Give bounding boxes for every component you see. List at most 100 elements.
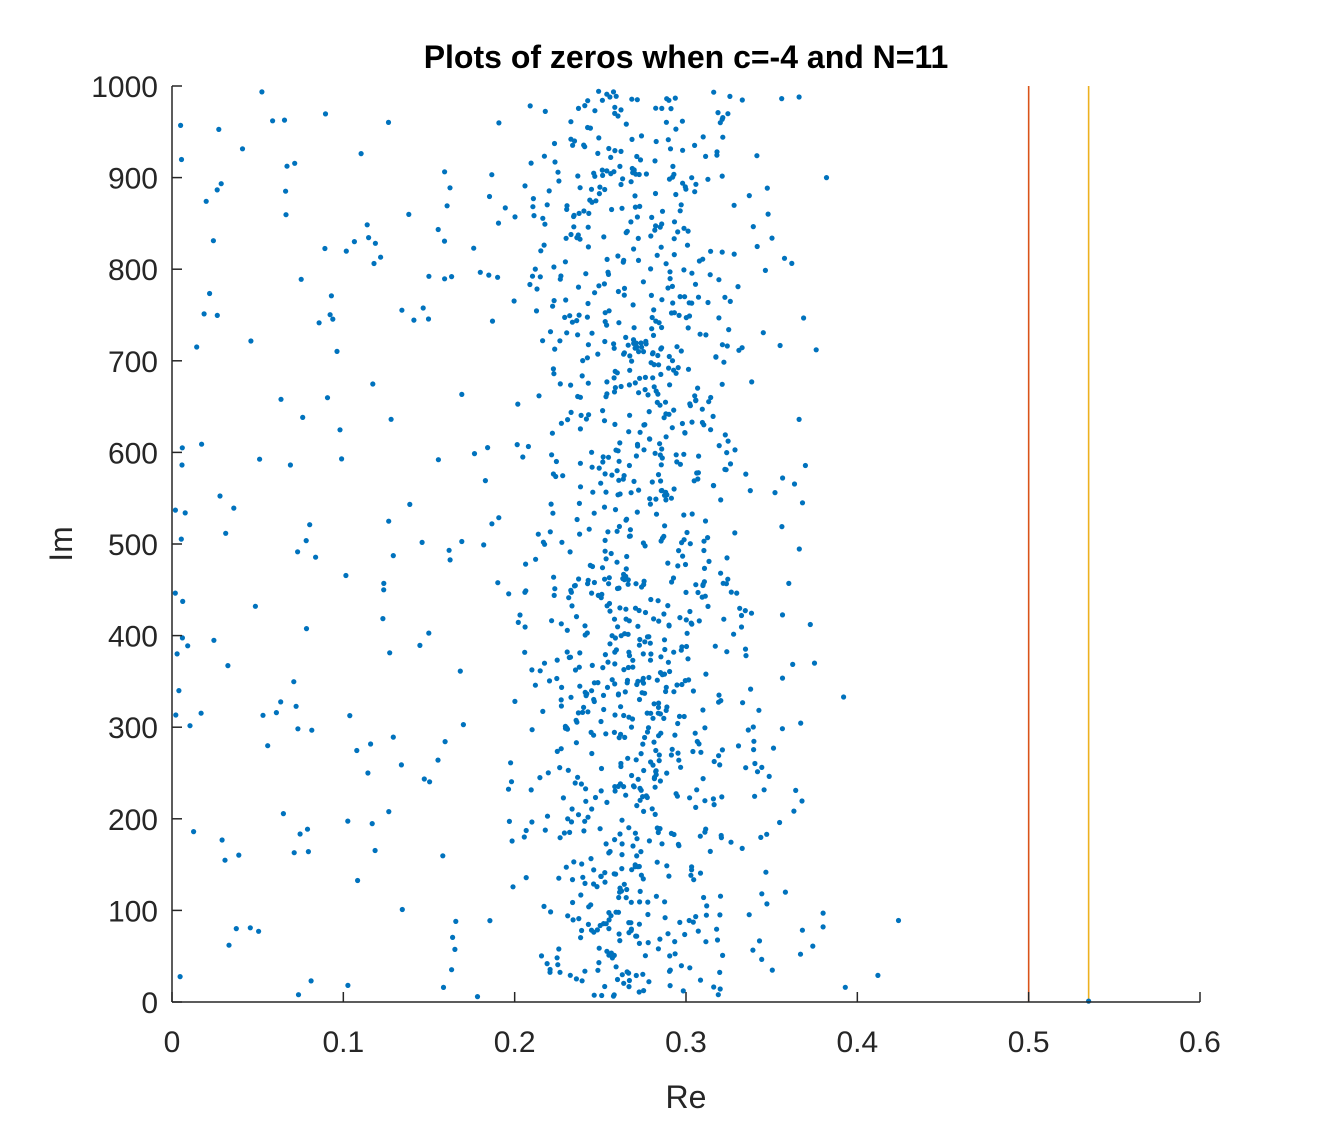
data-point bbox=[607, 608, 613, 614]
data-point bbox=[734, 590, 740, 596]
data-point bbox=[656, 618, 662, 624]
data-point bbox=[596, 191, 603, 197]
data-point bbox=[656, 700, 662, 706]
data-point bbox=[662, 646, 668, 653]
data-point bbox=[558, 273, 564, 279]
data-point bbox=[607, 94, 613, 100]
data-point bbox=[605, 454, 612, 460]
data-point bbox=[665, 137, 671, 143]
data-point bbox=[322, 245, 328, 252]
data-point bbox=[622, 734, 628, 741]
data-point bbox=[634, 853, 640, 859]
data-point bbox=[718, 570, 724, 576]
data-point bbox=[695, 385, 701, 391]
data-point bbox=[417, 642, 423, 649]
data-point bbox=[687, 965, 693, 971]
data-point bbox=[612, 148, 618, 154]
data-point bbox=[291, 679, 297, 685]
data-point bbox=[674, 344, 680, 350]
data-point bbox=[216, 126, 222, 132]
data-point bbox=[623, 792, 629, 798]
data-point bbox=[477, 269, 483, 275]
data-point bbox=[628, 490, 634, 496]
data-point bbox=[575, 812, 582, 818]
data-point bbox=[650, 332, 657, 338]
data-point bbox=[685, 325, 691, 331]
data-point bbox=[635, 776, 641, 782]
data-point bbox=[618, 181, 624, 188]
data-point bbox=[602, 310, 608, 316]
data-point bbox=[547, 529, 553, 535]
data-point bbox=[610, 89, 617, 95]
data-point bbox=[652, 190, 659, 197]
data-point bbox=[719, 381, 725, 387]
data-point bbox=[564, 203, 570, 209]
data-point bbox=[569, 603, 575, 609]
data-point bbox=[703, 671, 709, 677]
data-point bbox=[616, 477, 622, 483]
data-point bbox=[632, 193, 638, 199]
data-point bbox=[623, 121, 629, 127]
data-point bbox=[684, 529, 690, 536]
data-point bbox=[661, 492, 668, 498]
data-point bbox=[661, 637, 668, 643]
data-point bbox=[283, 188, 289, 194]
data-point bbox=[582, 818, 588, 824]
data-point bbox=[617, 885, 623, 891]
data-point bbox=[637, 429, 643, 435]
data-point bbox=[699, 406, 705, 412]
data-point bbox=[627, 367, 633, 373]
data-point bbox=[626, 429, 632, 435]
data-point bbox=[790, 661, 796, 668]
data-point bbox=[398, 762, 404, 768]
data-point bbox=[449, 274, 455, 280]
data-point bbox=[541, 153, 548, 159]
data-point bbox=[585, 814, 591, 820]
data-point bbox=[626, 382, 633, 388]
data-point bbox=[763, 869, 769, 875]
data-point bbox=[354, 747, 360, 754]
data-point bbox=[690, 919, 696, 925]
data-point bbox=[777, 342, 783, 349]
data-point bbox=[700, 707, 706, 713]
data-point bbox=[613, 909, 619, 915]
data-point bbox=[540, 215, 546, 221]
data-point bbox=[586, 412, 592, 418]
data-point bbox=[565, 913, 571, 919]
data-point bbox=[813, 347, 819, 353]
data-point bbox=[528, 160, 534, 166]
y-tick-label: 300 bbox=[108, 712, 158, 745]
data-point bbox=[633, 933, 639, 939]
data-point bbox=[452, 946, 458, 953]
data-point bbox=[676, 757, 682, 763]
data-point bbox=[260, 712, 266, 718]
data-point bbox=[647, 436, 653, 442]
data-point bbox=[662, 915, 668, 921]
data-point bbox=[172, 590, 178, 596]
data-point bbox=[666, 623, 672, 629]
data-point bbox=[692, 393, 698, 399]
data-point bbox=[702, 798, 708, 804]
data-point bbox=[652, 811, 658, 818]
data-point bbox=[564, 330, 570, 336]
data-point bbox=[527, 281, 533, 288]
data-point bbox=[600, 459, 606, 465]
data-point bbox=[515, 401, 521, 407]
data-point bbox=[566, 595, 572, 601]
data-point bbox=[672, 732, 678, 738]
data-point bbox=[372, 847, 378, 854]
data-point bbox=[502, 205, 508, 211]
data-point bbox=[606, 850, 612, 856]
data-point bbox=[330, 316, 336, 322]
data-point bbox=[442, 739, 448, 745]
data-point bbox=[662, 399, 669, 405]
data-point bbox=[732, 447, 738, 453]
data-point bbox=[679, 681, 685, 688]
data-point bbox=[687, 795, 693, 801]
data-point bbox=[582, 968, 588, 974]
data-point bbox=[681, 225, 687, 231]
data-point bbox=[764, 831, 770, 837]
data-point bbox=[304, 826, 311, 832]
data-point bbox=[657, 670, 664, 676]
data-point bbox=[270, 118, 276, 124]
